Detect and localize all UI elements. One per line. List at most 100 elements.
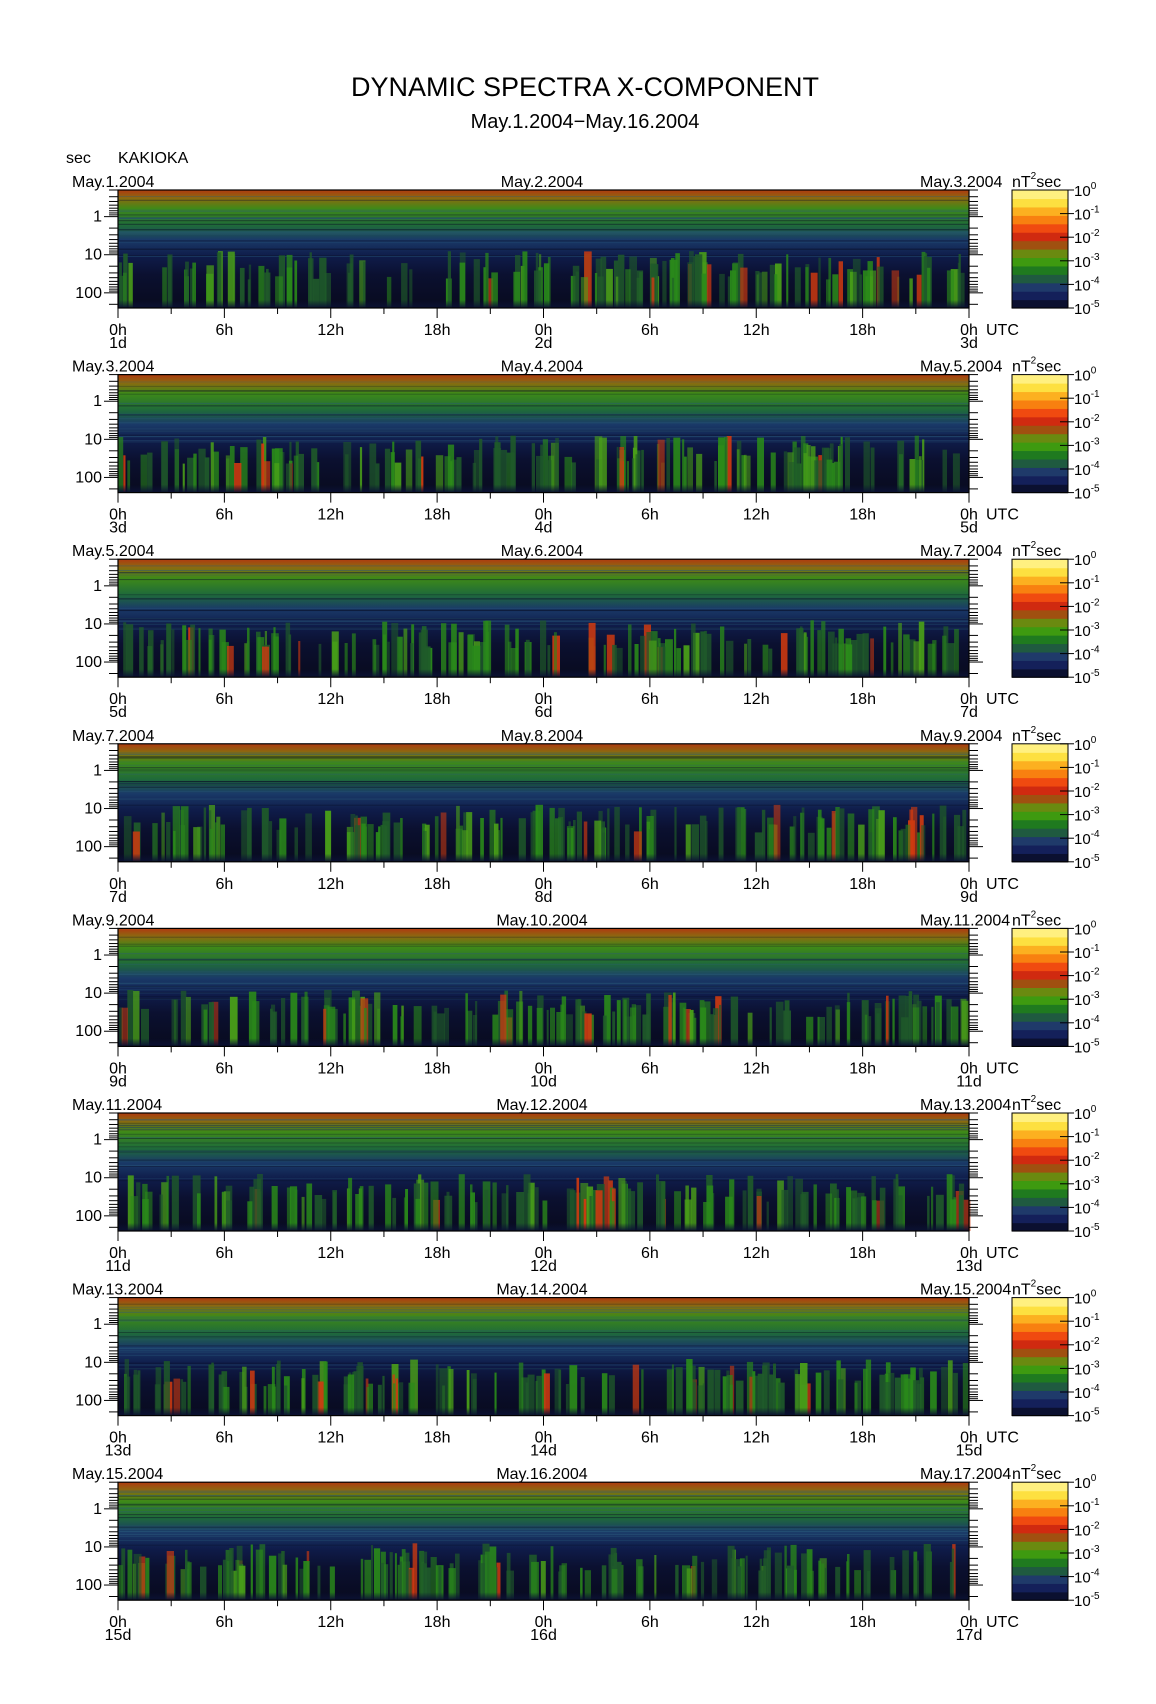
activity-burst [492,1014,499,1047]
activity-burst [832,643,839,678]
x-tick-label: 12h [317,1614,344,1631]
activity-burst [612,644,617,678]
activity-burst [394,462,402,493]
activity-burst [444,456,451,493]
activity-burst [942,635,947,678]
spectrum-streak [118,229,969,231]
activity-burst [471,1373,477,1416]
activity-burst [657,439,665,493]
activity-burst [409,269,413,308]
x-unit-label: UTC [986,1060,1019,1077]
activity-burst [360,1558,364,1601]
activity-burst [864,1014,868,1047]
activity-burst [762,1365,768,1416]
activity-burst [171,999,179,1047]
activity-burst [375,463,380,493]
colorbar-swatch [1012,1180,1068,1190]
activity-burst [400,818,403,862]
activity-burst [173,830,176,862]
activity-burst [709,1014,715,1047]
colorbar: 100 10-1 10-2 10-3 10-4 10-5 nT2sec [1011,356,1100,503]
day-label-mid: 6d [535,704,553,721]
activity-burst [485,252,489,308]
colorbar-swatch [1012,777,1068,787]
activity-burst [218,1374,224,1416]
colorbar-swatch [1012,828,1068,838]
activity-burst [256,439,262,493]
activity-burst [395,1378,398,1416]
activity-burst [742,1190,747,1231]
colorbar-tick-label: 10-4 [1074,1568,1100,1587]
activity-burst [891,270,900,308]
activity-burst [380,1562,385,1601]
activity-burst [531,443,535,493]
colorbar-swatch [1012,1499,1068,1509]
colorbar-tick-label: 10-3 [1074,1544,1100,1563]
spectrum-streak [118,1514,969,1516]
activity-burst [123,455,126,493]
date-label-left: May.5.2004 [72,543,155,560]
activity-burst [393,822,401,862]
colorbar-swatch [1012,425,1068,435]
colorbar-swatch [1012,1591,1068,1601]
x-tick-label: 6h [215,691,233,708]
activity-burst [403,628,408,678]
spectrum-panel: May.9.2004 May.10.2004 May.11.2004 1 10 100 0h… [72,909,1100,1090]
activity-burst [327,1006,336,1047]
activity-burst [775,263,782,308]
activity-burst [119,1007,123,1047]
spectrum-streak [118,618,969,620]
y-unit-label: sec [66,150,91,167]
activity-burst [659,646,666,678]
activity-burst [858,824,865,862]
figure-title: DYNAMIC SPECTRA X-COMPONENT [351,72,819,102]
activity-burst [409,1569,412,1601]
activity-burst [689,1009,694,1047]
activity-burst [321,1198,327,1231]
activity-burst [603,644,606,678]
activity-burst [883,626,887,678]
activity-burst [768,648,773,678]
day-label-right: 11d [956,1073,982,1090]
activity-burst [828,631,835,678]
spectrum-streak [118,1318,969,1320]
activity-burst [387,641,390,678]
activity-burst [862,270,871,308]
activity-burst [560,1004,565,1047]
activity-burst [769,264,778,308]
activity-burst [609,1201,615,1231]
colorbar-swatch [1012,1004,1068,1014]
activity-burst [769,1007,772,1047]
colorbar-swatch [1012,1407,1068,1417]
activity-burst [831,811,836,862]
activity-burst [838,808,845,862]
spectrum-streak [118,1124,969,1126]
activity-burst [484,1551,490,1601]
spectrum-streak [118,783,969,785]
activity-burst [958,1183,965,1231]
y-tick-label: 10 [84,1354,102,1371]
y-tick-label: 10 [84,431,102,448]
spectrum-streak [118,1526,969,1528]
spectrum-streak [118,757,969,759]
activity-burst [930,1371,937,1416]
activity-burst [250,1370,255,1416]
activity-burst [806,1016,814,1047]
colorbar-swatch [1012,794,1068,804]
colorbar-swatch [1012,1029,1068,1039]
activity-burst [190,624,196,678]
colorbar-swatch [1012,450,1068,460]
colorbar-swatch [1012,953,1068,963]
activity-burst [682,1565,690,1601]
activity-burst [591,1190,598,1231]
activity-burst [500,449,508,493]
activity-burst [247,627,250,678]
activity-burst [192,1175,201,1231]
activity-burst [700,1561,705,1601]
activity-burst [550,1007,555,1047]
activity-burst [821,1563,825,1601]
activity-burst [424,824,430,862]
activity-burst [946,643,955,678]
x-tick-label: 6h [641,1430,659,1447]
colorbar-tick-label: 10-4 [1074,1198,1100,1217]
